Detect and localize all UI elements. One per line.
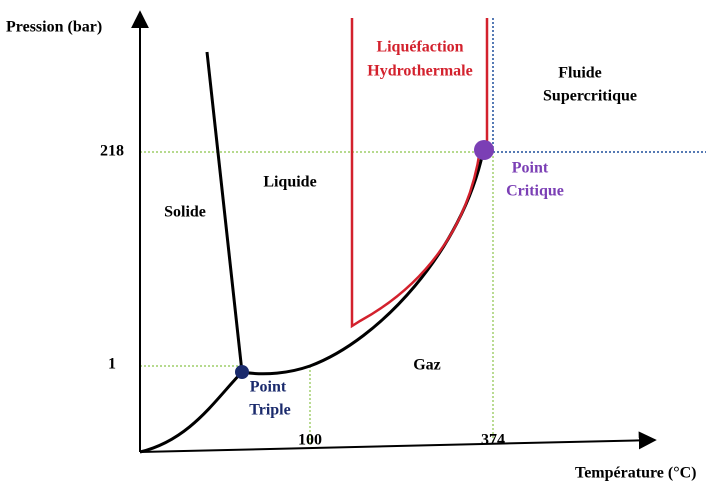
region-label: Hydrothermale [367, 63, 472, 80]
supercritical-bounds [492, 18, 706, 153]
y-tick-label: 218 [100, 143, 124, 160]
region-label: Solide [164, 204, 206, 221]
guides [140, 151, 494, 446]
y-tick-label: 1 [108, 356, 116, 373]
triple-point [235, 365, 249, 379]
region-label: Fluide [558, 65, 602, 82]
x-axis [139, 431, 657, 453]
x-axis-label: Température (°C) [575, 465, 696, 482]
x-tick-label: 100 [298, 432, 322, 449]
point-label: Critique [506, 183, 564, 200]
region-label: Liquide [263, 174, 316, 191]
critical-point [474, 140, 494, 160]
point-label: Point [512, 160, 549, 177]
region-label: Liquéfaction [376, 39, 463, 56]
region-label: Gaz [413, 357, 441, 374]
region-label: Supercritique [543, 88, 637, 105]
point-label: Triple [249, 402, 290, 419]
y-axis-label: Pression (bar) [6, 19, 102, 36]
point-label: Point [250, 379, 287, 396]
phase-curves [139, 51, 485, 454]
htl-zone [350, 18, 489, 329]
x-tick-label: 374 [481, 432, 505, 449]
